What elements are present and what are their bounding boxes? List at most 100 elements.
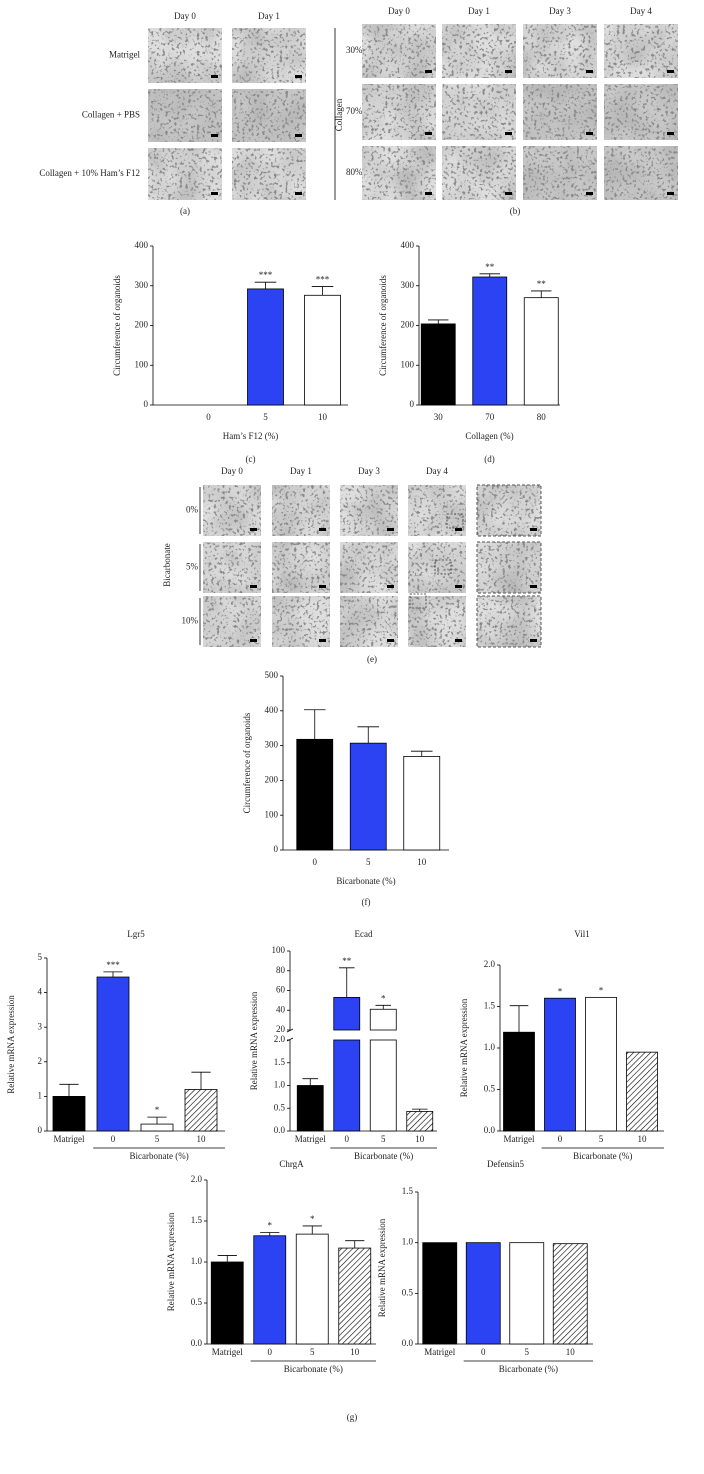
y-tick-label: 400 xyxy=(265,705,279,715)
micrograph-speckle xyxy=(477,542,541,593)
micrograph-speckle xyxy=(523,24,597,78)
column-header: Day 1 xyxy=(290,466,312,476)
y-axis-label: Relative mRNA expression xyxy=(6,995,16,1094)
scale-bar xyxy=(319,639,326,642)
bar xyxy=(349,742,387,851)
micrograph-speckle xyxy=(408,542,466,593)
y-tick-label: 0.0 xyxy=(484,1125,496,1135)
significance-label: * xyxy=(599,985,604,995)
bar xyxy=(296,1085,324,1132)
scale-bar xyxy=(250,528,257,531)
axis-break xyxy=(286,1028,294,1033)
scale-bar xyxy=(667,70,674,73)
scale-bar xyxy=(455,585,462,588)
micrograph-speckle xyxy=(604,146,678,200)
row-label: 80% xyxy=(346,167,363,177)
x-tick-label: Matrigel xyxy=(295,1134,326,1144)
x-tick-label: 10 xyxy=(197,1134,207,1144)
bar xyxy=(333,1039,361,1132)
y-axis-label: Relative mRNA expression xyxy=(166,1212,176,1311)
micrograph-speckle xyxy=(203,542,261,593)
bar xyxy=(422,1242,458,1345)
micrograph-speckle xyxy=(604,24,678,78)
bar xyxy=(552,1243,588,1345)
micrograph-speckle xyxy=(272,485,330,536)
y-tick-label: 400 xyxy=(401,240,415,250)
y-tick-label: 400 xyxy=(135,240,149,250)
row-label: Collagen + PBS xyxy=(82,110,140,120)
x-tick-label: 0 xyxy=(345,1134,350,1144)
axis-break xyxy=(286,1037,294,1042)
significance-label: ** xyxy=(537,279,547,289)
significance-label: *** xyxy=(259,270,273,280)
scale-bar xyxy=(530,528,537,531)
x-tick-label: Matrigel xyxy=(54,1134,85,1144)
enlargement-frame xyxy=(476,595,542,648)
y-tick-label: 0.5 xyxy=(274,1102,286,1112)
y-tick-label: 1.0 xyxy=(402,1237,414,1247)
panel-label: (c) xyxy=(246,454,256,464)
y-tick-label: 1.0 xyxy=(191,1256,203,1266)
significance-label: * xyxy=(558,986,563,996)
scale-bar xyxy=(530,585,537,588)
x-tick-label: 0 xyxy=(206,412,211,422)
chart-title: Ecad xyxy=(355,929,373,939)
y-tick-label: 0.0 xyxy=(191,1338,203,1348)
scale-bar xyxy=(505,70,512,73)
scale-bar xyxy=(586,70,593,73)
bar xyxy=(503,1031,535,1132)
bar xyxy=(140,1123,174,1132)
x-tick-label: 5 xyxy=(525,1347,530,1357)
significance-label: *** xyxy=(106,960,120,970)
bar xyxy=(369,1008,397,1031)
y-tick-label: 3 xyxy=(38,1021,43,1031)
scale-bar xyxy=(295,134,302,137)
y-tick-label: 300 xyxy=(135,280,149,290)
bar xyxy=(184,1089,218,1132)
scale-bar xyxy=(250,639,257,642)
y-axis-label: Circumference of organoids xyxy=(242,712,252,813)
scale-bar xyxy=(211,192,218,195)
scale-bar xyxy=(505,192,512,195)
scale-bar xyxy=(387,639,394,642)
x-tick-label: 80 xyxy=(537,412,547,422)
micrograph-speckle xyxy=(408,485,466,536)
bar xyxy=(626,1051,658,1132)
scale-bar xyxy=(425,70,432,73)
x-axis-label: Bicarbonate (%) xyxy=(336,876,395,886)
row-label: Matrigel xyxy=(109,50,140,60)
y-tick-label: 200 xyxy=(135,320,149,330)
x-axis-label: Bicarbonate (%) xyxy=(354,1151,413,1161)
y-tick-label: 80 xyxy=(276,965,286,975)
x-tick-label: 10 xyxy=(350,1347,360,1357)
micrograph-speckle xyxy=(232,148,306,200)
x-tick-label: 10 xyxy=(566,1347,576,1357)
micrograph-speckle xyxy=(203,596,261,647)
micrograph-speckle xyxy=(523,146,597,200)
micrograph-speckle xyxy=(604,84,678,140)
micrograph-speckle xyxy=(477,485,541,536)
bar xyxy=(523,297,559,406)
y-tick-label: 60 xyxy=(276,985,286,995)
significance-label: ** xyxy=(342,956,352,966)
y-tick-label: 0.5 xyxy=(191,1297,203,1307)
row-label: Collagen + 10% Ham’s F12 xyxy=(39,168,140,178)
y-tick-label: 0.5 xyxy=(402,1287,414,1297)
x-tick-label: 0 xyxy=(313,857,318,867)
bar xyxy=(247,288,284,406)
row-label: 5% xyxy=(186,562,199,572)
y-tick-label: 1.0 xyxy=(274,1080,286,1090)
y-tick-label: 300 xyxy=(401,280,415,290)
bar xyxy=(333,997,361,1031)
y-tick-label: 2.0 xyxy=(484,959,496,969)
y-axis-label: Circumference of organoids xyxy=(112,275,122,376)
x-tick-label: 5 xyxy=(366,857,371,867)
scale-bar xyxy=(667,192,674,195)
significance-label: * xyxy=(310,1214,315,1224)
micrograph-speckle xyxy=(442,146,516,200)
scale-bar xyxy=(250,585,257,588)
y-tick-label: 100 xyxy=(135,359,149,369)
panel-label: (e) xyxy=(367,654,377,664)
